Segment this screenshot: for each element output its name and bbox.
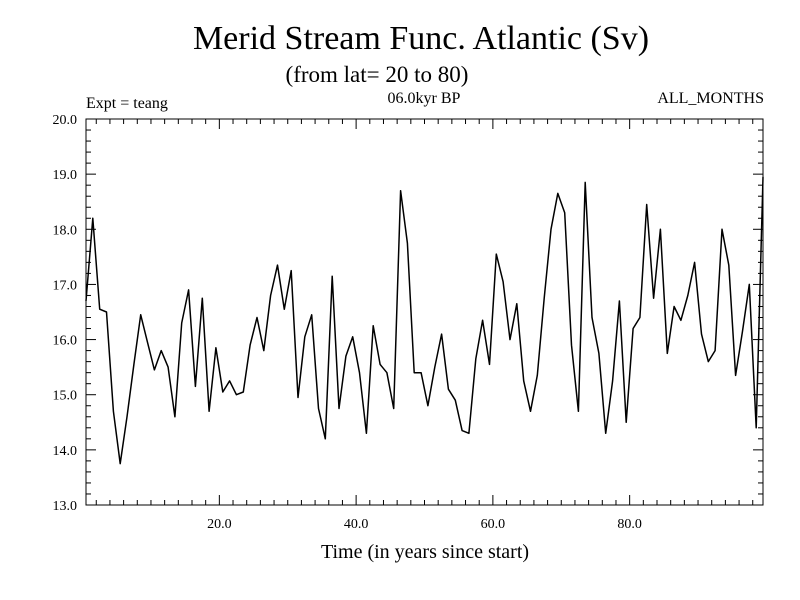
x-tick-label: 60.0 [481,517,506,532]
y-tick-label: 13.0 [53,499,78,514]
x-axis-label: Time (in years since start) [321,541,529,563]
x-tick-label: 80.0 [617,517,642,532]
tick-labels: 20.0 40.0 60.0 80.0 13.0 14.0 15.0 16.0 17.0 18.0… [53,113,642,532]
y-tick-label: 15.0 [53,389,78,404]
y-tick-label: 18.0 [53,223,78,238]
x-tick-label: 20.0 [207,517,232,532]
plot-frame [85,118,764,506]
x-tick-label: 40.0 [344,517,369,532]
series-line [85,176,764,465]
months-label: ALL_MONTHS [657,90,764,107]
chart-title: Merid Stream Func. Atlantic (Sv) [193,20,649,57]
period-label: 06.0kyr BP [388,90,461,107]
y-tick-label: 20.0 [53,113,78,128]
y-tick-label: 17.0 [53,278,78,293]
y-tick-label: 14.0 [53,444,78,459]
y-tick-label: 16.0 [53,334,78,349]
experiment-label: Expt = teang [86,95,168,112]
chart-subtitle: (from lat= 20 to 80) [286,62,469,87]
y-tick-label: 19.0 [53,168,78,183]
minor-ticks [86,119,763,505]
major-ticks [86,118,763,506]
